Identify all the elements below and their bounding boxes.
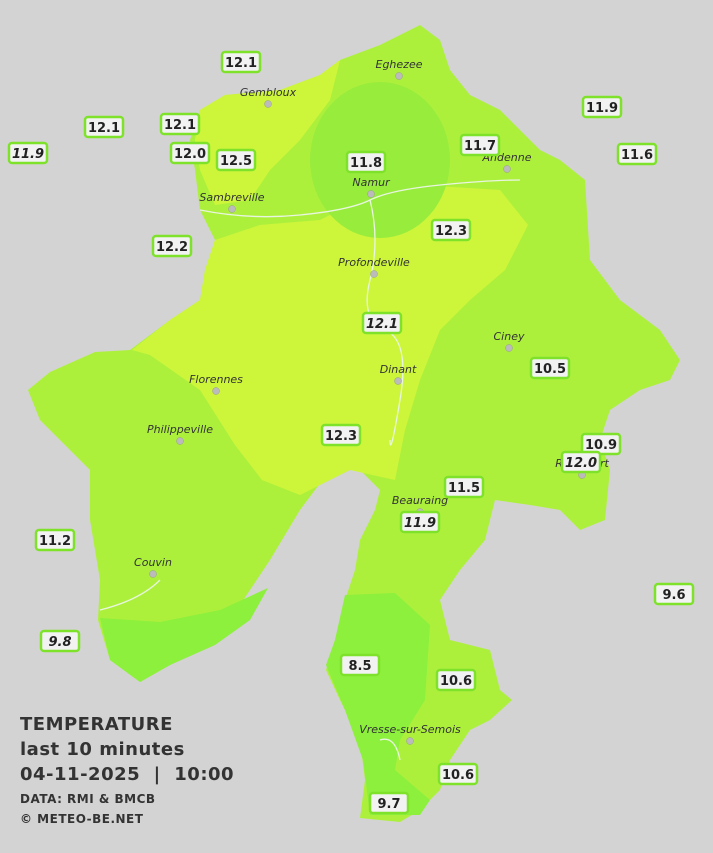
station-box: [151, 234, 193, 258]
city-dot: [394, 377, 402, 385]
legend-copyright: © METEO-BE.NET: [20, 812, 144, 826]
stations: 12.1 12.1 12.1 11.9 12.0 12.5 11.8 11.7 11.9 11.6…: [7, 50, 695, 815]
city-label: Gembloux: [240, 86, 297, 99]
station-value: 12.2: [156, 240, 188, 255]
legend-source: DATA: RMI & BMCB: [20, 792, 156, 806]
city-dot: [370, 270, 378, 278]
city-label: Dinant: [380, 363, 417, 376]
city-label: Sambreville: [199, 191, 264, 204]
city-label: Eghezee: [376, 58, 423, 71]
station-box: [83, 115, 125, 139]
city-label: Beauraing: [392, 494, 448, 507]
city-dot: [367, 190, 375, 198]
station-value: 10.9: [585, 438, 617, 453]
station-box: [368, 791, 410, 815]
station-value: 11.8: [350, 156, 382, 171]
station-value: 11.9: [12, 147, 44, 162]
station-box: [339, 653, 381, 677]
station-value: 11.2: [39, 534, 71, 549]
city-label: Florennes: [189, 373, 243, 386]
city-label: Philippeville: [147, 423, 213, 436]
station-box: [159, 112, 201, 136]
legend-subtitle: last 10 minutes: [20, 739, 185, 760]
city-dot: [395, 72, 403, 80]
station-value: 9.7: [377, 797, 400, 812]
station-value: 11.9: [586, 101, 618, 116]
station-box: [616, 142, 658, 166]
city-label: Couvin: [134, 556, 172, 569]
station-box: [34, 528, 76, 552]
cities: EghezeeGemblouxAndenneNamurSambrevillePr…: [134, 58, 609, 745]
station-value: 12.1: [164, 118, 196, 133]
city-label: Ciney: [494, 330, 525, 343]
region-warm: [132, 185, 528, 495]
station-box: [443, 475, 485, 499]
station-value: 9.6: [662, 588, 685, 603]
station-box: [345, 150, 387, 174]
station-value: 11.7: [464, 139, 496, 154]
city-label: Profondeville: [338, 256, 410, 269]
station-box: [7, 141, 49, 165]
station-value: 11.5: [448, 481, 480, 496]
station-value: 12.1: [88, 121, 120, 136]
station-value: 10.5: [534, 362, 566, 377]
station-value: 12.5: [220, 154, 252, 169]
station-box: [169, 141, 211, 165]
station-value: 12.0: [565, 456, 597, 471]
city-dot: [149, 570, 157, 578]
legend-title: TEMPERATURE: [20, 714, 173, 735]
legend: TEMPERATURE last 10 minutes 04-11-2025 |…: [20, 714, 234, 826]
station-box: [435, 668, 477, 692]
station-value: 10.6: [440, 674, 472, 689]
station-value: 12.0: [174, 147, 206, 162]
station-box: [459, 133, 501, 157]
station-value: 12.1: [225, 56, 257, 71]
station-value: 11.9: [404, 516, 436, 531]
region-cool-south: [326, 593, 430, 815]
station-box: [430, 218, 472, 242]
city-dot: [212, 387, 220, 395]
station-box: [529, 356, 571, 380]
province: [28, 25, 680, 822]
station-box: [437, 762, 479, 786]
city-dot: [264, 100, 272, 108]
legend-datetime: 04-11-2025 | 10:00: [20, 764, 234, 785]
station-value: 12.3: [435, 224, 467, 239]
city-label: Vresse-sur-Semois: [359, 723, 461, 736]
station-box: [361, 311, 403, 335]
station-box: [220, 50, 262, 74]
station-value: 11.6: [621, 148, 653, 163]
station-box: [39, 629, 81, 653]
station-box: [560, 450, 602, 474]
station-box: [320, 423, 362, 447]
station-value: 8.5: [348, 659, 371, 674]
station-value: 10.6: [442, 768, 474, 783]
station-value: 12.1: [366, 317, 398, 332]
station-box: [581, 95, 623, 119]
city-dot: [505, 344, 513, 352]
city-label: Namur: [352, 176, 391, 189]
station-box: [215, 148, 257, 172]
station-value: 12.3: [325, 429, 357, 444]
station-box: [653, 582, 695, 606]
region-cool-southwest: [100, 588, 268, 682]
station-box: [399, 510, 441, 534]
station-value: 9.8: [48, 635, 71, 650]
city-dot: [406, 737, 414, 745]
city-dot: [176, 437, 184, 445]
city-dot: [228, 205, 236, 213]
city-dot: [503, 165, 511, 173]
